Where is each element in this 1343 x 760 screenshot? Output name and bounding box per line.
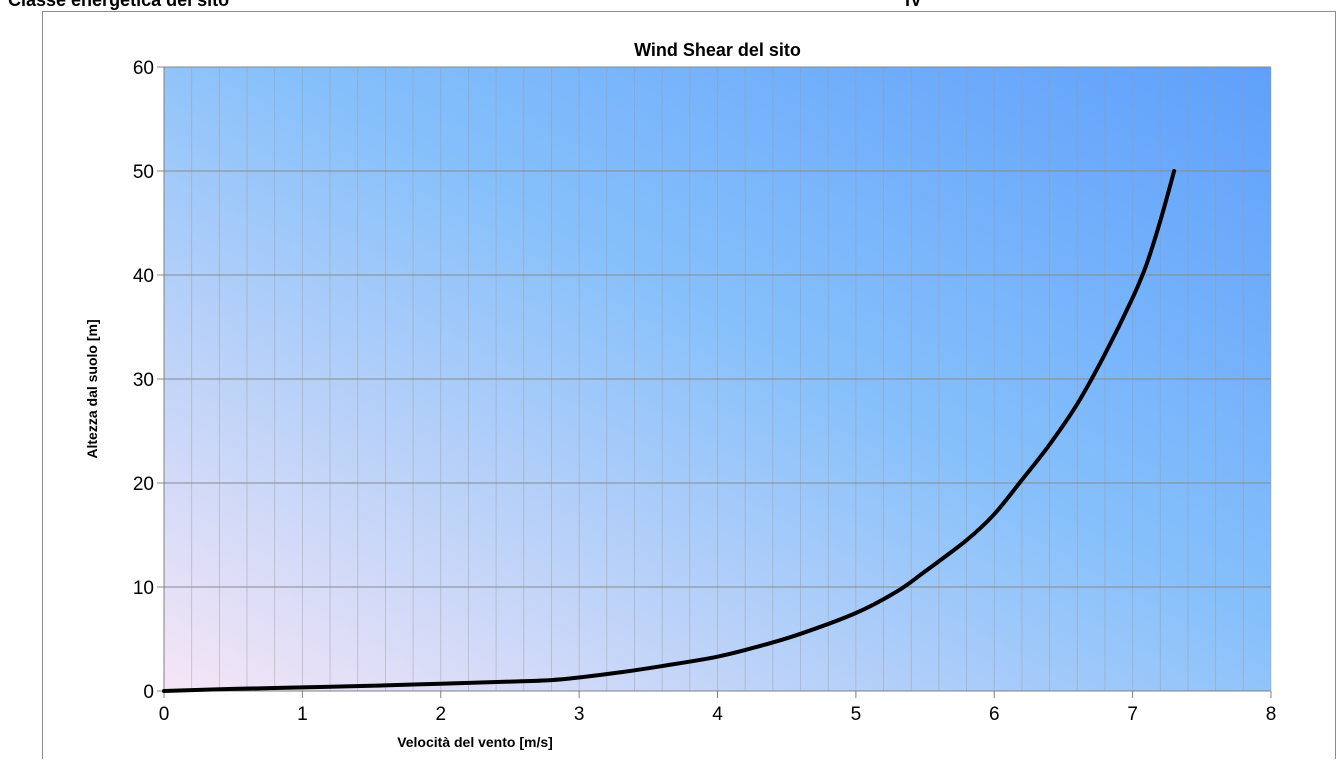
y-tick-label: 30 xyxy=(133,370,154,391)
y-tick-label: 20 xyxy=(133,474,154,495)
x-tick-label: 6 xyxy=(989,704,1000,725)
x-tick-label: 8 xyxy=(1266,704,1277,725)
x-tick-label: 1 xyxy=(297,704,308,725)
major-gridlines xyxy=(157,66,1271,692)
x-tick-label: 5 xyxy=(851,704,862,725)
x-tick-label: 7 xyxy=(1127,704,1138,725)
x-axis-title: Velocità del vento [m/s] xyxy=(397,734,553,750)
x-tick-label: 2 xyxy=(435,704,446,725)
chart-frame: 0 10 20 30 40 50 60 0 1 2 3 4 5 6 7 8 Wind Shear del s… xyxy=(42,11,1336,759)
energy-class-value: IV xyxy=(905,0,923,10)
y-tick-label: 50 xyxy=(133,162,154,183)
x-tick-label: 3 xyxy=(574,704,585,725)
y-tick-label: 10 xyxy=(133,578,154,599)
x-tick-label: 4 xyxy=(712,704,723,725)
y-tick-label: 60 xyxy=(133,58,154,79)
y-tick-label: 40 xyxy=(133,266,154,287)
wind-shear-line xyxy=(162,169,1177,693)
y-axis-ticks: 0 10 20 30 40 50 60 xyxy=(133,58,154,703)
energy-class-label: Classe energetica del sito xyxy=(8,0,230,10)
y-axis-title: Altezza dal suolo [m] xyxy=(84,319,100,458)
chart-title: Wind Shear del sito xyxy=(634,40,801,60)
x-axis-ticks: 0 1 2 3 4 5 6 7 8 xyxy=(159,691,1277,725)
y-tick-label: 0 xyxy=(143,682,154,703)
x-tick-label: 0 xyxy=(159,704,170,725)
wind-shear-chart: 0 10 20 30 40 50 60 0 1 2 3 4 5 6 7 8 Wind Shear del s… xyxy=(84,40,1277,750)
